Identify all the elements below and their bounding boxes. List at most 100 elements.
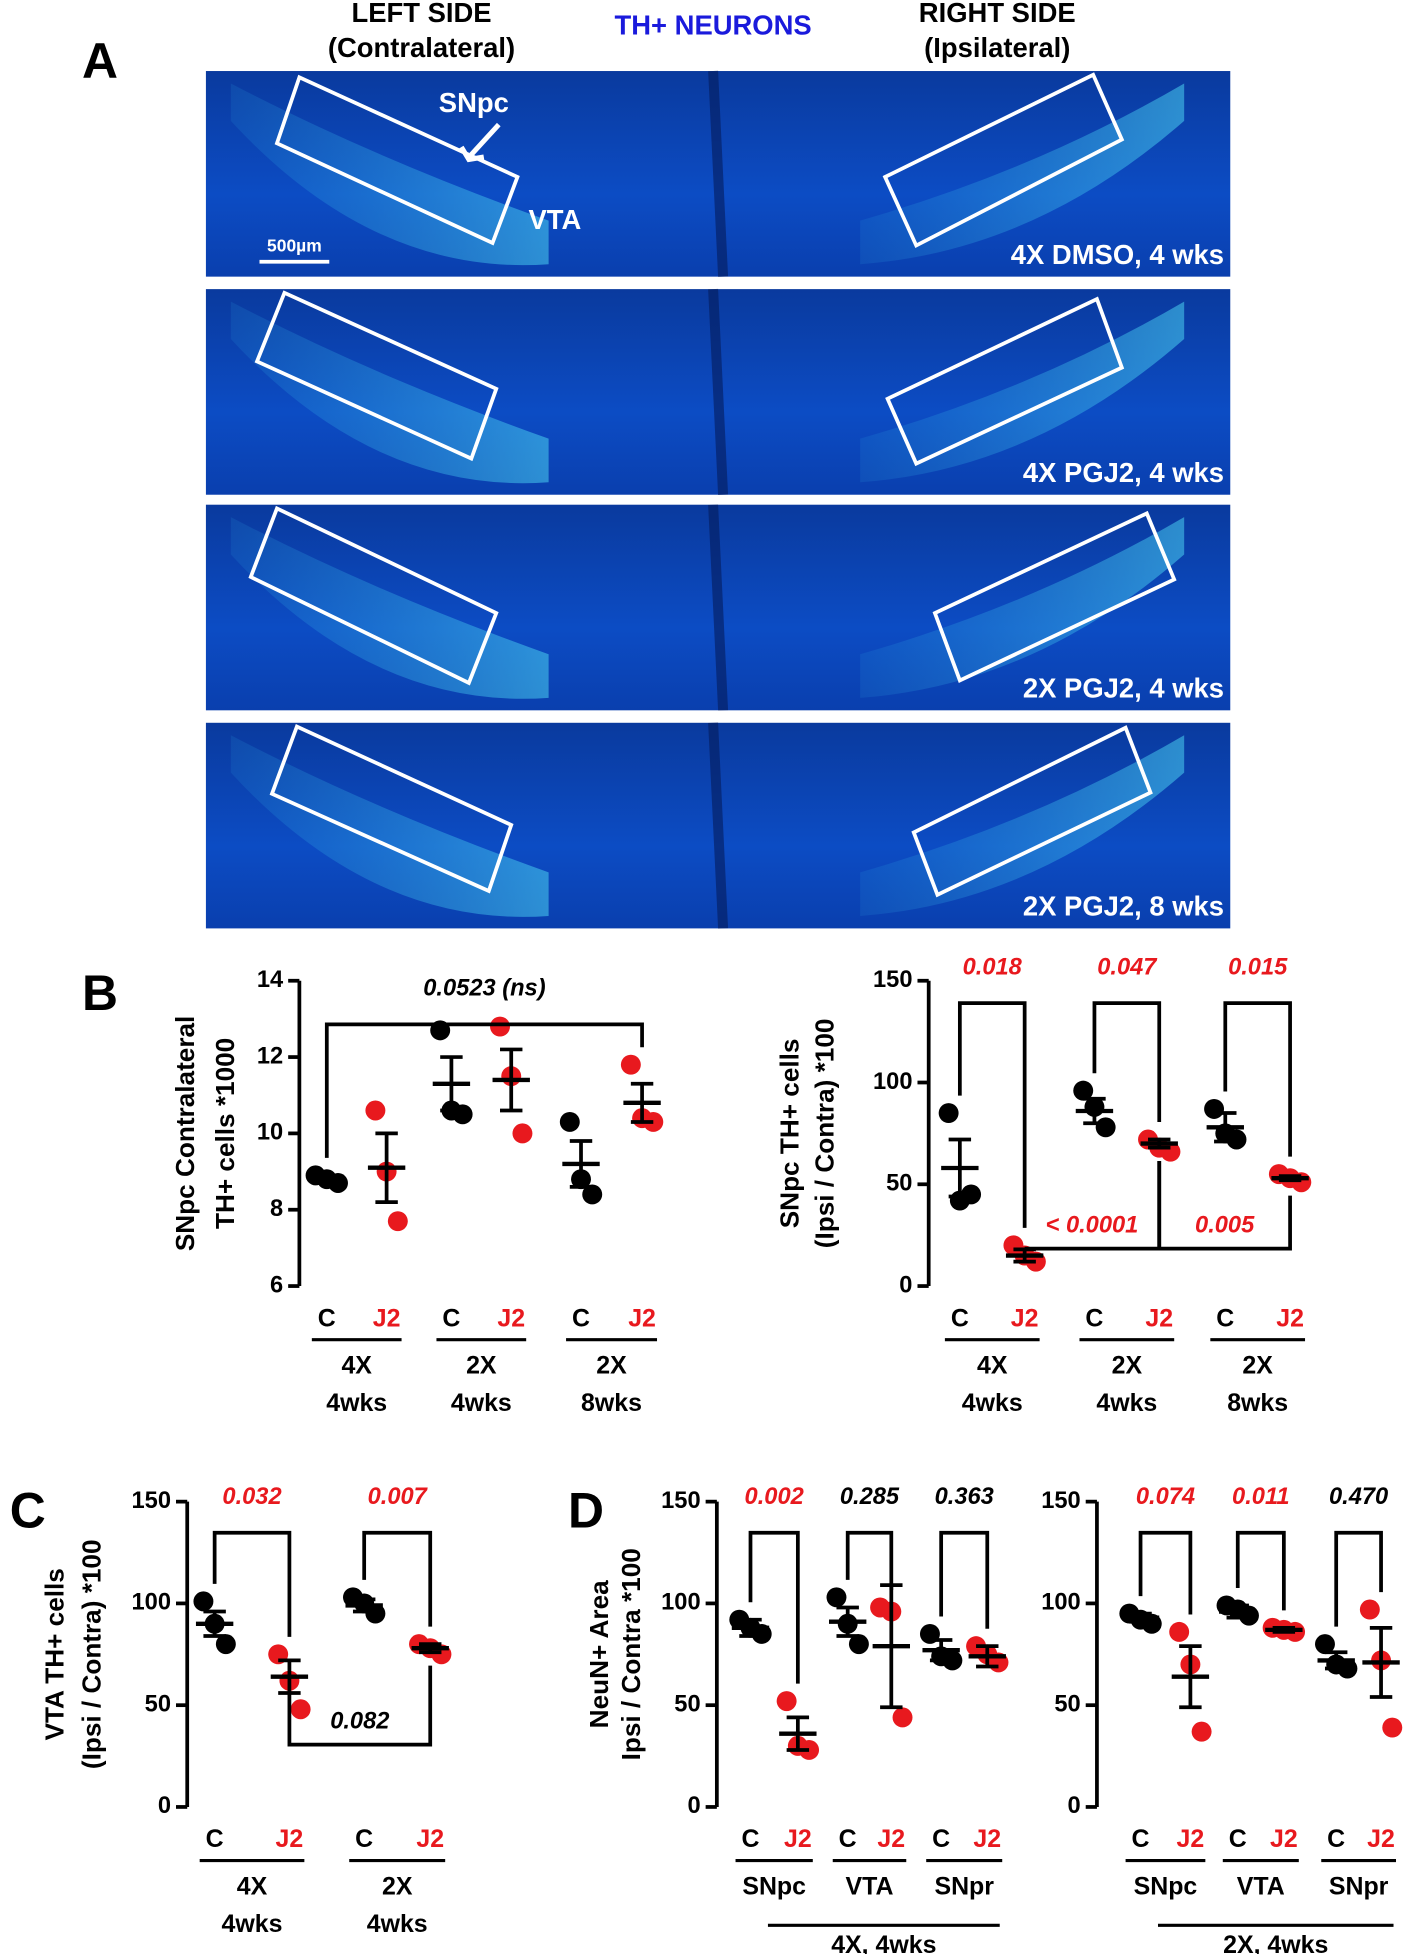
p-value: < 0.0001 bbox=[1046, 1212, 1139, 1238]
y-tick-label: 50 bbox=[145, 1691, 171, 1717]
tissue-glow bbox=[860, 517, 1185, 698]
y-tick-label: 100 bbox=[873, 1069, 912, 1095]
header-right: RIGHT SIDE bbox=[919, 0, 1076, 28]
x-tick-label: C bbox=[839, 1825, 857, 1853]
y-tick-label: 6 bbox=[270, 1272, 283, 1298]
tissue-glow bbox=[230, 735, 549, 917]
y-axis-label: NeuN+ Area bbox=[584, 1580, 614, 1728]
group-label: VTA bbox=[846, 1873, 894, 1901]
micrographs: 4X DMSO, 4 wks 4X PGJ2, 4 wks 2X PGJ2, 4 w… bbox=[205, 70, 1231, 929]
p-value: 0.470 bbox=[1329, 1484, 1388, 1510]
data-point bbox=[1204, 1099, 1225, 1119]
midline bbox=[708, 288, 729, 495]
panel-condition: 2X PGJ2, 4 wks bbox=[1023, 673, 1224, 704]
roi-box bbox=[911, 725, 1153, 898]
group-label: SNpc bbox=[742, 1873, 806, 1901]
x-tick-label: C bbox=[572, 1304, 590, 1332]
header-right: (Ipsilateral) bbox=[924, 32, 1070, 63]
supergroup-label: 2X, 4wks bbox=[1223, 1931, 1328, 1954]
group-label: 2X bbox=[596, 1352, 627, 1380]
y-axis-label: (Ipsi / Contra) *100 bbox=[77, 1539, 107, 1769]
data-point bbox=[892, 1707, 913, 1728]
x-tick-label: J2 bbox=[1270, 1825, 1298, 1853]
x-tick-label: J2 bbox=[416, 1825, 444, 1853]
y-axis-label: SNpc Contralateral bbox=[170, 1016, 200, 1251]
data-point bbox=[490, 1016, 510, 1037]
y-tick-label: 10 bbox=[257, 1120, 283, 1146]
bracket bbox=[748, 1530, 800, 1684]
data-point bbox=[1382, 1717, 1403, 1738]
group-label: SNpr bbox=[934, 1873, 994, 1901]
data-point bbox=[938, 1103, 959, 1124]
y-tick-label: 50 bbox=[1054, 1691, 1080, 1717]
y-tick-label: 14 bbox=[257, 967, 284, 993]
group-label: 4wks bbox=[1096, 1389, 1157, 1417]
bracket bbox=[1138, 1530, 1193, 1615]
bracket bbox=[362, 1530, 433, 1627]
y-tick-label: 50 bbox=[674, 1691, 700, 1717]
p-value: 0.363 bbox=[935, 1484, 994, 1510]
x-tick-label: C bbox=[1327, 1825, 1345, 1853]
y-tick-label: 8 bbox=[270, 1196, 283, 1222]
data-point bbox=[1169, 1621, 1190, 1642]
data-point bbox=[215, 1634, 236, 1655]
p-value: 0.002 bbox=[745, 1484, 804, 1510]
group-label: 8wks bbox=[581, 1389, 642, 1417]
x-tick-label: C bbox=[355, 1825, 373, 1853]
y-axis-label: VTA TH+ cells bbox=[39, 1568, 69, 1740]
x-tick-label: C bbox=[1085, 1304, 1103, 1332]
tissue-glow bbox=[230, 517, 549, 699]
group-label: 2X bbox=[382, 1873, 413, 1901]
x-tick-label: J2 bbox=[1276, 1304, 1304, 1332]
x-tick-label: J2 bbox=[1145, 1304, 1173, 1332]
x-tick-label: J2 bbox=[628, 1304, 656, 1332]
group-label: SNpr bbox=[1329, 1873, 1389, 1901]
data-point bbox=[620, 1054, 641, 1075]
arrow bbox=[459, 122, 501, 163]
data-point bbox=[193, 1591, 214, 1612]
tissue-glow bbox=[860, 735, 1185, 916]
data-point bbox=[826, 1587, 847, 1608]
y-axis-label: SNpc TH+ cells bbox=[775, 1039, 805, 1229]
group-label: SNpc bbox=[1134, 1873, 1198, 1901]
roi-box bbox=[274, 74, 520, 246]
roi-box bbox=[882, 72, 1125, 249]
x-tick-label: C bbox=[1216, 1304, 1234, 1332]
y-tick-label: 150 bbox=[132, 1488, 171, 1514]
p-value: 0.032 bbox=[222, 1484, 281, 1510]
midline bbox=[708, 70, 729, 277]
x-tick-label: J2 bbox=[877, 1825, 905, 1853]
group-label: 4wks bbox=[222, 1910, 283, 1938]
bracket bbox=[1223, 1001, 1292, 1157]
roi-box bbox=[932, 510, 1177, 683]
data-point bbox=[290, 1699, 311, 1720]
data-point bbox=[365, 1100, 386, 1121]
y-tick-label: 50 bbox=[886, 1171, 912, 1197]
x-tick-label: C bbox=[1132, 1825, 1150, 1853]
group-label: 2X bbox=[1242, 1352, 1273, 1380]
x-tick-label: C bbox=[442, 1304, 460, 1332]
roi-box bbox=[248, 505, 499, 686]
x-tick-label: J2 bbox=[1177, 1825, 1205, 1853]
x-tick-label: C bbox=[206, 1825, 224, 1853]
group-label: 2X bbox=[466, 1352, 497, 1380]
bracket bbox=[845, 1530, 894, 1591]
header-center: TH+ NEURONS bbox=[615, 10, 812, 41]
group-label: 4wks bbox=[962, 1389, 1023, 1417]
data-point bbox=[582, 1184, 603, 1205]
data-point bbox=[1073, 1080, 1094, 1101]
roi-box bbox=[254, 290, 499, 462]
x-tick-label: C bbox=[1229, 1825, 1247, 1853]
x-tick-label: J2 bbox=[784, 1825, 812, 1853]
bracket bbox=[1092, 1001, 1162, 1123]
data-point bbox=[512, 1123, 533, 1144]
y-tick-label: 12 bbox=[257, 1043, 283, 1069]
y-tick-label: 100 bbox=[132, 1590, 171, 1616]
panel-condition: 4X PGJ2, 4 wks bbox=[1023, 457, 1224, 488]
tissue-glow bbox=[860, 301, 1185, 483]
x-tick-label: C bbox=[318, 1304, 336, 1332]
p-value: 0.005 bbox=[1195, 1212, 1255, 1238]
panel-label: D bbox=[568, 1482, 604, 1538]
y-axis-label: TH+ cells *1000 bbox=[210, 1038, 240, 1229]
bracket bbox=[1235, 1530, 1286, 1611]
